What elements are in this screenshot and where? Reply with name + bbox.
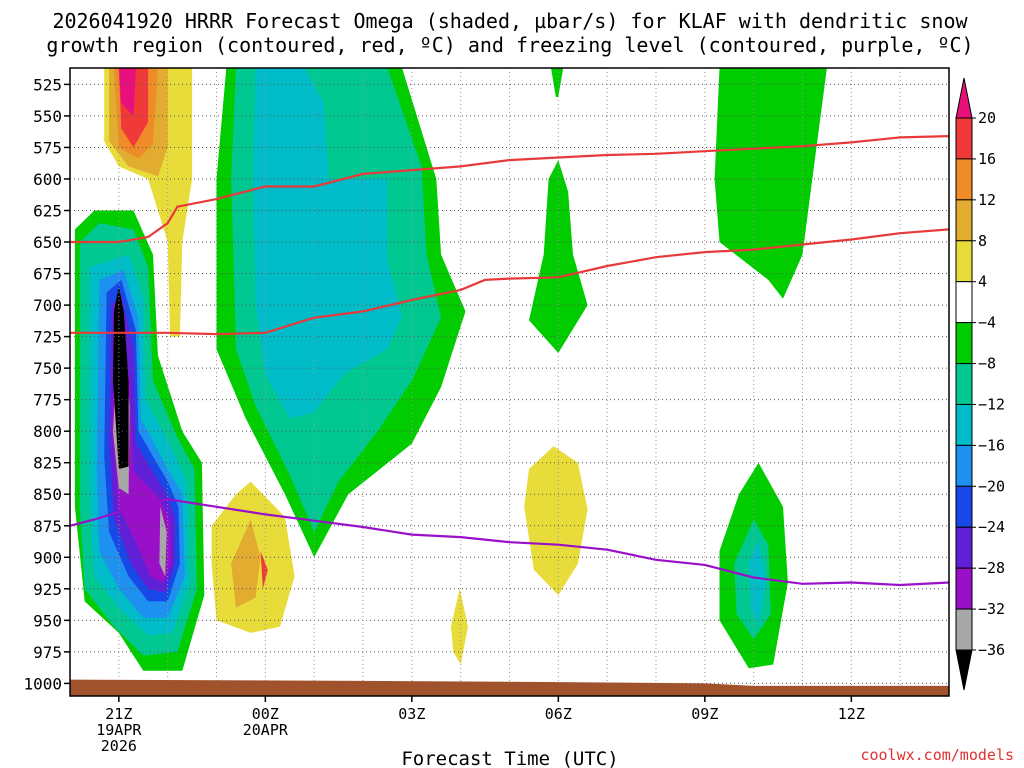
colorbar-swatch xyxy=(955,117,973,160)
x-tick-label: 12Z xyxy=(838,705,865,723)
colorbar: 20 16 12 8 4 −4 −8 −12 −16 −20 −24 −28 −32 −36 xyxy=(955,77,1005,691)
x-tick-label: 20APR xyxy=(243,721,289,739)
colorbar-swatch xyxy=(955,567,973,610)
colorbar-swatch xyxy=(955,485,973,528)
contour-lines xyxy=(70,135,949,696)
y-tick-label: 525 xyxy=(33,75,62,94)
colorbar-label: 8 xyxy=(978,232,987,250)
colorbar-label: −12 xyxy=(978,395,1005,413)
x-tick-label: 2026 xyxy=(101,737,137,755)
omega-region-5 xyxy=(524,446,588,596)
colorbar-label: −36 xyxy=(978,641,1005,659)
x-tick-label: 09Z xyxy=(691,705,718,723)
y-tick-label: 775 xyxy=(33,391,62,410)
y-tick-label: 825 xyxy=(33,454,62,473)
colorbar-label: 20 xyxy=(978,109,996,127)
colorbar-label: −4 xyxy=(978,314,996,332)
x-tick-label: 03Z xyxy=(398,705,425,723)
colorbar-label: −8 xyxy=(978,355,996,373)
ground-strip xyxy=(70,679,949,696)
y-tick-label: 875 xyxy=(33,517,62,536)
colorbar-swatch xyxy=(955,199,973,242)
credit-link[interactable]: coolwx.com/models xyxy=(860,746,1014,764)
omega-region-9 xyxy=(450,588,468,665)
plot-frame xyxy=(69,67,950,697)
y-tick-label: 900 xyxy=(33,548,62,567)
y-tick-label: 925 xyxy=(33,580,62,599)
colorbar-swatch xyxy=(955,444,973,487)
y-tick-label: 850 xyxy=(33,485,62,504)
colorbar-swatch xyxy=(955,403,973,446)
colorbar-swatch xyxy=(955,281,973,324)
colorbar-label: −20 xyxy=(978,477,1005,495)
y-tick-label: 625 xyxy=(33,201,62,220)
colorbar-label: 12 xyxy=(978,191,996,209)
y-axis-ticks: 525 550 575 600 625 650 675 700 725 750 775 800 825 8… xyxy=(23,75,70,693)
colorbar-label: −16 xyxy=(978,436,1005,454)
omega-region-7 xyxy=(231,519,261,608)
colorbar-swatch xyxy=(955,608,973,651)
colorbar-top-arrow xyxy=(955,77,973,119)
y-tick-label: 975 xyxy=(33,643,62,662)
omega-region-28 xyxy=(748,538,766,627)
omega-region-22 xyxy=(253,68,403,419)
colorbar-label: −24 xyxy=(978,518,1005,536)
omega-region-4 xyxy=(118,68,136,116)
y-tick-label: 1000 xyxy=(23,674,62,693)
colorbar-swatch xyxy=(955,158,973,201)
colorbar-bottom-arrow xyxy=(955,649,973,691)
y-tick-label: 550 xyxy=(33,107,62,126)
colorbar-swatch xyxy=(955,526,973,569)
y-tick-label: 700 xyxy=(33,296,62,315)
omega-shading xyxy=(74,68,827,671)
y-tick-label: 575 xyxy=(33,138,62,157)
dgz-upper-line xyxy=(70,135,949,244)
x-tick-label: 19APR xyxy=(96,721,142,739)
colorbar-label: −32 xyxy=(978,600,1005,618)
colorbar-label: −28 xyxy=(978,559,1005,577)
x-axis-label: Forecast Time (UTC) xyxy=(401,748,618,768)
x-tick-label: 00Z xyxy=(252,705,279,723)
chart-title-line1: 2026041920 HRRR Forecast Omega (shaded, … xyxy=(52,9,968,33)
omega-region-23 xyxy=(551,68,564,97)
y-tick-label: 650 xyxy=(33,233,62,252)
colorbar-swatch xyxy=(955,322,973,365)
y-tick-label: 725 xyxy=(33,328,62,347)
dgz-lower-line xyxy=(70,228,949,336)
y-tick-label: 600 xyxy=(33,170,62,189)
y-tick-label: 800 xyxy=(33,422,62,441)
omega-region-25 xyxy=(714,68,827,299)
y-tick-label: 675 xyxy=(33,265,62,284)
colorbar-label: 4 xyxy=(978,273,987,291)
y-tick-label: 750 xyxy=(33,359,62,378)
freezing-level-line xyxy=(70,498,949,587)
x-tick-label: 06Z xyxy=(545,705,572,723)
colorbar-swatch xyxy=(955,240,973,283)
chart-title-line2: growth region (contoured, red, ºC) and f… xyxy=(46,33,973,57)
y-tick-label: 950 xyxy=(33,611,62,630)
plot-gridlines xyxy=(70,68,949,696)
colorbar-label: 16 xyxy=(978,150,996,168)
x-tick-label: 21Z xyxy=(105,705,132,723)
omega-region-8 xyxy=(260,551,268,589)
colorbar-swatch xyxy=(955,363,973,405)
omega-region-18 xyxy=(159,506,167,577)
